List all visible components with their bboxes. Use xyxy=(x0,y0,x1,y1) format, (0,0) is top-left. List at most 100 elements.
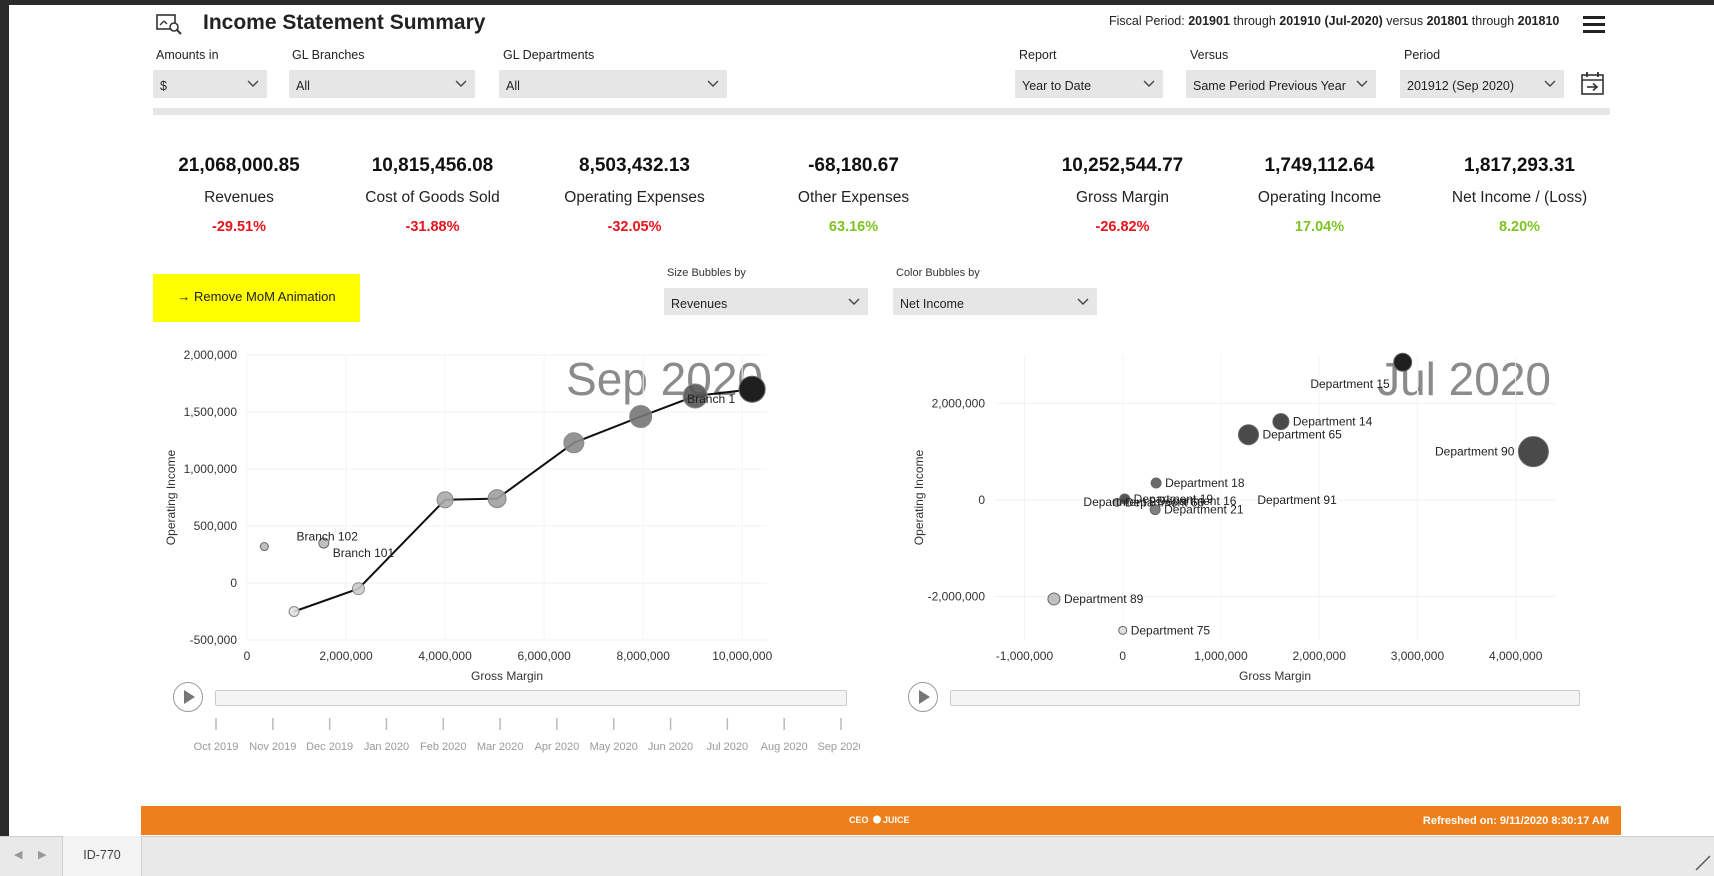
calendar-export-icon[interactable] xyxy=(1580,71,1606,97)
x-tick-label: 2,000,000 xyxy=(1293,649,1347,663)
gl-departments-select[interactable]: All xyxy=(499,70,727,98)
y-tick-label: -500,000 xyxy=(190,633,238,647)
report-select[interactable]: Year to Date xyxy=(1015,70,1163,98)
footer-bar: CEO JUICE Refreshed on: 9/11/2020 8:30:1… xyxy=(141,806,1621,835)
data-bubble xyxy=(1150,477,1162,489)
kpi-change: -26.82% xyxy=(1095,219,1150,235)
trail-bubble xyxy=(629,405,653,429)
timeline-label: Aug 2020 xyxy=(761,741,808,753)
play-animation-button-right[interactable] xyxy=(908,682,938,712)
kpi-card[interactable]: 21,068,000.85 Revenues -29.51% xyxy=(153,139,325,251)
versus-label: Versus xyxy=(1190,48,1229,62)
bubble-label: Department 90 xyxy=(1435,445,1515,459)
x-tick-label: 1,000,000 xyxy=(1194,649,1248,663)
bubble-label: Department 8 xyxy=(1083,495,1156,509)
report-icon xyxy=(156,14,182,35)
x-tick-label: 4,000,000 xyxy=(1489,649,1543,663)
page-title: Income Statement Summary xyxy=(203,11,486,34)
versus-select[interactable]: Same Period Previous Year xyxy=(1186,70,1376,98)
tab-id-770[interactable]: ID-770 xyxy=(62,836,142,876)
timeline-label: Jan 2020 xyxy=(364,741,409,753)
trail-bubble xyxy=(682,383,708,409)
x-axis-label: Gross Margin xyxy=(471,669,543,683)
tab-prev-icon[interactable]: ◀ xyxy=(14,849,23,861)
x-tick-label: 10,000,000 xyxy=(712,649,772,663)
kpi-value: -68,180.67 xyxy=(808,155,899,176)
timeline-label: Jun 2020 xyxy=(648,741,693,753)
amounts-in-select[interactable]: $ xyxy=(153,70,267,98)
timeline-label: Dec 2019 xyxy=(306,741,353,753)
size-bubbles-select[interactable]: Revenues xyxy=(664,288,868,315)
data-bubble xyxy=(1112,497,1122,507)
chevron-down-icon xyxy=(1077,298,1089,305)
data-bubble xyxy=(1517,436,1549,468)
period-label: Period xyxy=(1404,48,1441,62)
versus-value: Same Period Previous Year xyxy=(1193,79,1346,93)
y-tick-label: 1,500,000 xyxy=(184,405,238,419)
window-left-bar xyxy=(0,0,9,836)
kpi-value: 1,817,293.31 xyxy=(1464,155,1575,176)
x-axis-label: Gross Margin xyxy=(1239,669,1311,683)
kpi-value: 10,252,544.77 xyxy=(1061,155,1184,176)
gl-branches-select[interactable]: All xyxy=(289,70,475,98)
data-bubble xyxy=(1237,424,1259,446)
kpi-card[interactable]: 1,749,112.64 Operating Income 17.04% xyxy=(1232,139,1407,251)
branch-bubble-chart[interactable]: Sep 2020 2,000,000 1,500,000 1,000,000 500,0… xyxy=(150,335,830,685)
timeline-label: Oct 2019 xyxy=(194,741,239,753)
color-bubbles-label: Color Bubbles by xyxy=(896,267,980,279)
period-watermark: Sep 2020 xyxy=(566,353,763,405)
kpi-change: -31.88% xyxy=(405,219,460,235)
kpi-label: Cost of Goods Sold xyxy=(365,189,500,206)
resize-handle-icon[interactable] xyxy=(1692,852,1712,872)
data-bubble xyxy=(738,375,766,403)
bubble-label: Department 89 xyxy=(1064,592,1144,606)
timeline-slider-left[interactable] xyxy=(215,690,847,706)
amounts-in-label: Amounts in xyxy=(156,48,219,62)
timeline-label: Apr 2020 xyxy=(535,741,580,753)
timeline-label: Nov 2019 xyxy=(249,741,296,753)
kpi-card[interactable]: -68,180.67 Other Expenses 63.16% xyxy=(767,139,940,251)
bubble-label: Department 18 xyxy=(1165,476,1245,490)
trail-bubble xyxy=(563,432,585,454)
tab-next-icon[interactable]: ▶ xyxy=(38,849,47,861)
kpi-card[interactable]: 10,252,544.77 Gross Margin -26.82% xyxy=(1035,139,1210,251)
bubble-label: Department 14 xyxy=(1293,415,1373,429)
play-animation-button-left[interactable] xyxy=(173,682,203,712)
x-tick-label: 0 xyxy=(244,649,251,663)
trail-bubble xyxy=(351,582,365,596)
remove-mom-animation-button[interactable]: → Remove MoM Animation xyxy=(153,274,360,322)
timeline-axis[interactable]: Oct 2019 Nov 2019 Dec 2019 Jan 2020 Feb 2020… xyxy=(180,714,860,774)
y-tick-label: 1,000,000 xyxy=(184,462,238,476)
timeline-slider-right[interactable] xyxy=(950,690,1580,706)
hamburger-menu-icon[interactable] xyxy=(1582,14,1606,34)
x-tick-label: 2,000,000 xyxy=(319,649,373,663)
x-tick-label: 8,000,000 xyxy=(616,649,670,663)
y-axis-label: Operating Income xyxy=(164,449,178,545)
timeline-label: Mar 2020 xyxy=(477,741,523,753)
data-bubble xyxy=(1118,625,1128,635)
amounts-in-value: $ xyxy=(160,79,167,93)
kpi-change: 63.16% xyxy=(828,219,879,235)
kpi-card[interactable]: 8,503,432.13 Operating Expenses -32.05% xyxy=(548,139,721,251)
kpi-change: 8.20% xyxy=(1498,219,1541,235)
kpi-card[interactable]: 10,815,456.08 Cost of Goods Sold -31.88% xyxy=(345,139,520,251)
kpi-label: Operating Expenses xyxy=(564,189,705,206)
period-select[interactable]: 201912 (Sep 2020) xyxy=(1400,70,1564,98)
color-bubbles-select[interactable]: Net Income xyxy=(893,288,1097,315)
x-tick-label: 6,000,000 xyxy=(517,649,571,663)
chevron-down-icon xyxy=(1143,80,1155,87)
bubble-label: Branch 101 xyxy=(333,546,395,560)
y-tick-label: 0 xyxy=(978,493,985,507)
window-top-bar xyxy=(0,0,1714,5)
bubble-label: Department 65 xyxy=(1262,428,1342,442)
kpi-card[interactable]: 1,817,293.31 Net Income / (Loss) 8.20% xyxy=(1432,139,1607,251)
timeline-label: Jul 2020 xyxy=(707,741,749,753)
period-value: 201912 (Sep 2020) xyxy=(1407,79,1515,93)
timeline-label: May 2020 xyxy=(590,741,638,753)
bubble-label: Department 19 xyxy=(1134,492,1214,506)
animation-trail-line xyxy=(293,388,753,613)
chevron-down-icon xyxy=(1544,80,1556,87)
refreshed-timestamp: Refreshed on: 9/11/2020 8:30:17 AM xyxy=(1422,815,1609,827)
